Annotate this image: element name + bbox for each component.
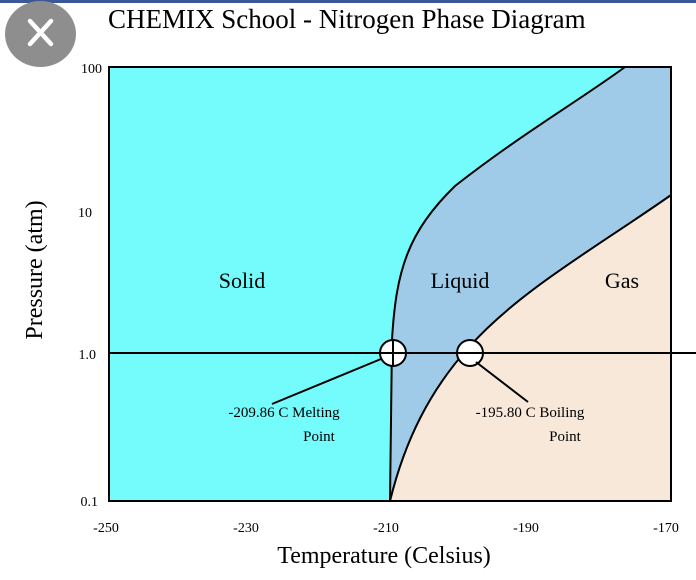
boiling-point-word: Point [549,429,582,445]
liquid-region [390,67,671,501]
top-bar [0,0,696,3]
plot-frame [108,66,672,502]
gas-label: Gas [605,268,639,293]
liquid-label: Liquid [431,268,490,293]
boiling-point-marker [456,339,484,367]
boiling-leader-line [475,361,529,403]
melting-leader-line [271,358,382,405]
y-tick-label: 100 [81,62,102,77]
melting-point-value: -209.86 C Melting [228,405,340,421]
page-title: CHEMIX School - Nitrogen Phase Diagram [108,4,586,34]
y-tick-label: 0.1 [81,495,99,510]
close-icon [27,18,54,47]
x-tick-label: -230 [233,521,259,536]
x-tick-label: -170 [653,521,679,536]
x-tick-label: -210 [373,521,399,536]
melting-point-word: Point [303,429,336,445]
solid-label: Solid [219,268,265,293]
x-axis-title: Temperature (Celsius) [277,543,491,569]
y-tick-label: 10 [78,206,92,221]
melting-curve [389,66,626,502]
y-axis-title: Pressure (atm) [22,200,48,339]
gas-region [390,195,671,501]
y-tick-label: 1.0 [79,348,97,363]
x-tick-label: -250 [93,521,119,536]
close-button[interactable] [5,1,76,67]
melting-point-marker [379,339,407,367]
x-tick-label: -190 [513,521,539,536]
boiling-point-value: -195.80 C Boiling [476,405,585,421]
